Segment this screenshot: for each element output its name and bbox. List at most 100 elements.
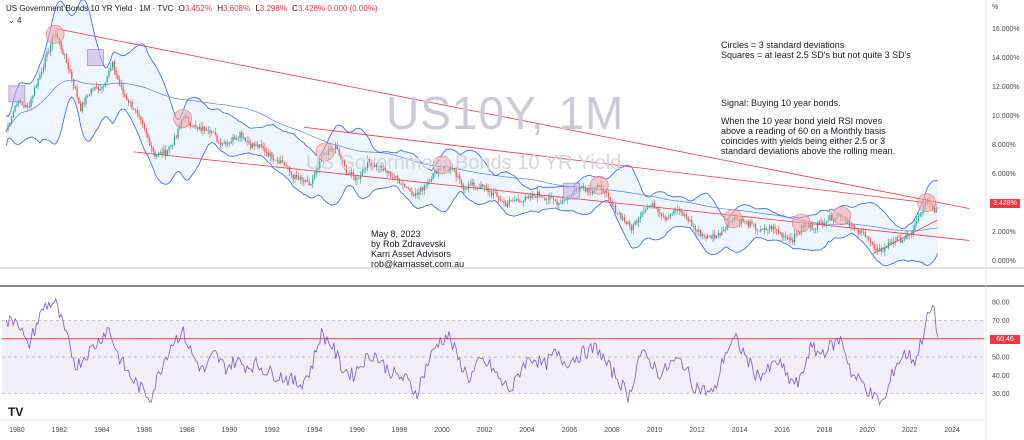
candle-body xyxy=(147,133,149,138)
candle-body xyxy=(501,200,503,202)
candle-body xyxy=(657,208,659,213)
candle-body xyxy=(512,200,514,202)
candle-body xyxy=(363,169,365,171)
candle-body xyxy=(397,175,399,180)
candle-body xyxy=(708,235,711,237)
candle-body xyxy=(616,213,618,214)
last-price-tag: 3.428% xyxy=(990,199,1020,208)
candle-body xyxy=(299,177,301,180)
candle-body xyxy=(12,111,14,118)
candle-body xyxy=(287,166,289,168)
candle-body xyxy=(227,142,229,145)
candle-body xyxy=(829,215,831,221)
candle-body xyxy=(99,88,101,90)
candle-body xyxy=(795,233,797,235)
candle-body xyxy=(668,217,670,218)
candle-body xyxy=(223,141,225,144)
candle-body xyxy=(154,151,156,157)
note-date: May 8, 2023 xyxy=(371,229,421,239)
time-tick-label: 2016 xyxy=(774,427,790,434)
candle-body xyxy=(366,159,369,168)
candle-body xyxy=(228,142,231,144)
candle-body xyxy=(747,221,750,227)
candle-body xyxy=(898,236,900,237)
candle-body xyxy=(92,88,94,90)
candle-body xyxy=(124,94,126,97)
candle-body xyxy=(561,200,564,204)
candle-body xyxy=(754,224,757,230)
symbol-line[interactable]: US Government Bonds 10 YR Yield · 1M · T… xyxy=(6,4,174,13)
two-half-sd-square xyxy=(563,182,580,200)
candle-body xyxy=(289,166,291,172)
candle-body xyxy=(467,184,470,189)
candle-body xyxy=(131,101,133,109)
candle-body xyxy=(407,187,409,189)
candle-body xyxy=(770,226,773,230)
candle-body xyxy=(919,213,921,216)
candle-body xyxy=(390,171,392,177)
candle-body xyxy=(712,234,714,239)
candle-body xyxy=(292,174,294,180)
candle-body xyxy=(489,191,491,192)
candle-body xyxy=(641,212,643,217)
candle-body xyxy=(552,197,555,200)
candle-body xyxy=(799,232,801,235)
candle-body xyxy=(653,203,656,209)
candle-body xyxy=(710,235,712,239)
candle-body xyxy=(779,232,781,234)
candle-body xyxy=(421,187,424,191)
candle-body xyxy=(832,220,835,221)
candle-body xyxy=(556,201,558,205)
candle-body xyxy=(368,159,370,163)
candle-body xyxy=(32,95,34,99)
ohlc-legend: US Government Bonds 10 YR Yield · 1M · T… xyxy=(6,4,378,13)
price-tick-label: 8.000% xyxy=(992,142,1016,149)
time-tick-label: 2002 xyxy=(477,427,493,434)
candle-body xyxy=(852,225,854,227)
std-dev-bands xyxy=(5,0,939,267)
candle-body xyxy=(260,144,262,147)
candle-body xyxy=(855,228,858,229)
candle-body xyxy=(273,159,275,161)
candle-body xyxy=(110,67,112,71)
candle-body xyxy=(405,187,408,188)
candle-body xyxy=(669,214,672,218)
candle-body xyxy=(870,239,872,242)
candle-body xyxy=(244,137,246,142)
tradingview-logo[interactable]: TV xyxy=(8,405,24,419)
candle-body xyxy=(850,225,852,227)
indicator-count[interactable]: ⌄ 4 xyxy=(8,16,22,25)
candle-body xyxy=(342,159,344,161)
time-tick-label: 2020 xyxy=(859,427,875,434)
candle-body xyxy=(822,221,824,225)
candle-body xyxy=(304,179,307,183)
candle-body xyxy=(414,192,417,196)
candle-body xyxy=(471,182,473,186)
candle-body xyxy=(427,181,429,186)
candle-body xyxy=(676,210,679,211)
candle-body xyxy=(60,41,62,50)
candle-body xyxy=(586,188,588,192)
candle-body xyxy=(921,212,923,214)
candle-body xyxy=(648,206,650,208)
candle-body xyxy=(250,143,252,148)
candle-body xyxy=(118,79,121,85)
candle-body xyxy=(917,215,920,222)
candle-body xyxy=(558,202,560,205)
candle-body xyxy=(462,184,464,190)
candle-body xyxy=(457,175,459,177)
time-axis[interactable]: 1980 1982 1984 1986 1988 1990 1992 1994 1996 1998… xyxy=(0,419,986,434)
candle-body xyxy=(823,223,826,225)
candle-body xyxy=(715,235,718,239)
time-tick-label: 1986 xyxy=(137,427,153,434)
candle-body xyxy=(411,191,413,195)
candle-body xyxy=(196,127,199,130)
candle-body xyxy=(232,136,234,142)
candle-body xyxy=(161,151,163,155)
candle-body xyxy=(529,196,532,199)
candle-body xyxy=(225,141,227,145)
candle-body xyxy=(583,186,585,188)
candle-body xyxy=(136,110,138,114)
candle-body xyxy=(746,220,748,222)
